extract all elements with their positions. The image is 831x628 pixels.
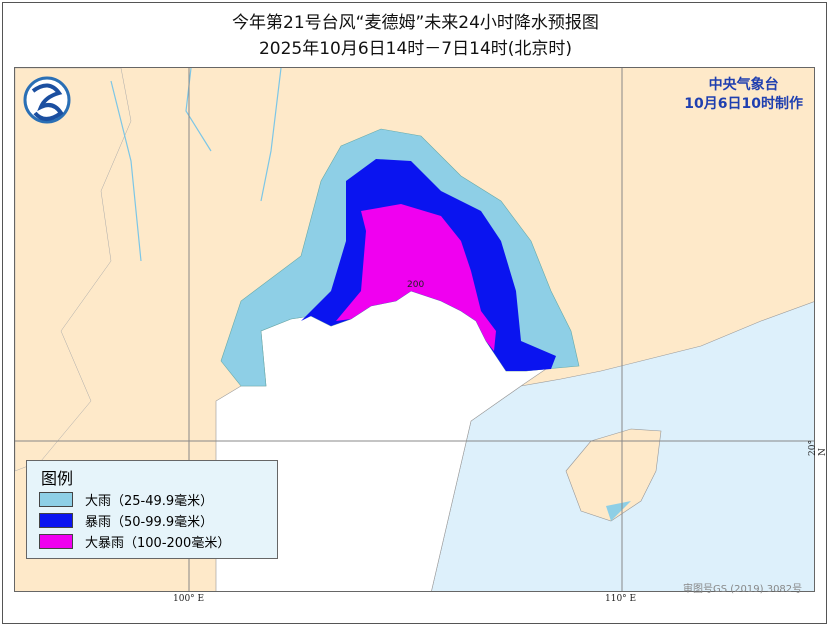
cma-logo-icon [23, 76, 71, 124]
agency-block: 中央气象台 10月6日10时制作 [684, 76, 803, 114]
rainfall-map: 200 [14, 67, 815, 592]
issue-time: 10月6日10时制作 [684, 96, 803, 112]
legend-label: 大雨（25-49.9毫米） [85, 494, 214, 509]
lat-tick-20: 20° N [808, 440, 828, 456]
heavy-rainstorm-area [336, 204, 496, 351]
legend-label: 大暴雨（100-200毫米） [85, 536, 231, 551]
lon-tick-110: 110° E [605, 594, 637, 604]
map-approval-number: 审图号GS (2019) 3082号 [683, 584, 803, 595]
contour-label: 200 [407, 280, 424, 290]
map-svg: 200 [15, 68, 814, 591]
hainan-island [565, 428, 662, 522]
swatch [39, 492, 73, 507]
legend-item-heavy-rain: 大雨（25-49.9毫米） [39, 490, 213, 509]
swatch [39, 534, 73, 549]
legend-item-rainstorm: 暴雨（50-99.9毫米） [39, 511, 213, 530]
swatch [39, 513, 73, 528]
legend-title: 图例 [41, 469, 74, 488]
legend: 图例 大雨（25-49.9毫米） 暴雨（50-99.9毫米） 大暴雨（100-2… [26, 460, 278, 559]
legend-label: 暴雨（50-99.9毫米） [85, 515, 214, 530]
lon-tick-100: 100° E [173, 594, 205, 604]
legend-item-heavy-rainstorm: 大暴雨（100-200毫米） [39, 532, 230, 551]
agency-name: 中央气象台 [708, 77, 779, 93]
map-subtitle: 2025年10月6日14时－7日14时(北京时) [258, 39, 573, 59]
map-title: 今年第21号台风“麦德姆”未来24小时降水预报图 [232, 13, 599, 33]
